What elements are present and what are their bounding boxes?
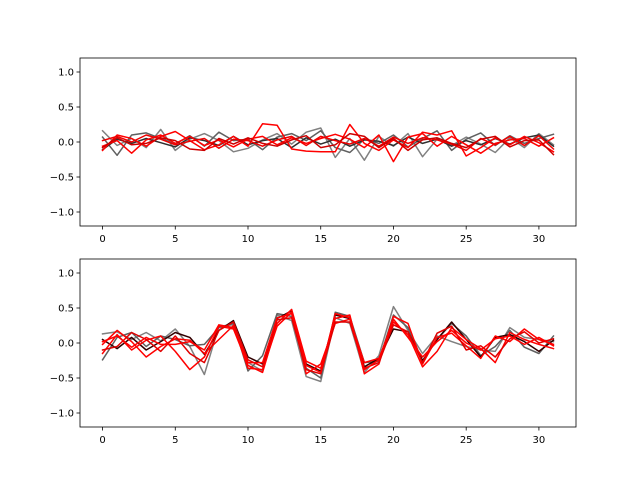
series-line-5 — [101, 317, 555, 375]
series-line-2 — [101, 134, 555, 151]
x-tick-label: 0 — [99, 435, 105, 446]
x-tick-label: 20 — [387, 435, 400, 446]
x-tick-label: 15 — [314, 435, 327, 446]
series-line-6 — [101, 312, 555, 374]
y-tick-label: −1.0 — [50, 208, 74, 219]
x-tick-label: 15 — [314, 234, 327, 245]
series-line-6 — [101, 132, 555, 156]
top-subplot: 0 5 10 15 20 25 30 −1.0 −0.5 0.0 0.5 1.0 — [50, 57, 577, 245]
x-tick-label: 0 — [99, 234, 105, 245]
x-tick-label: 10 — [242, 435, 255, 446]
x-tick-label: 30 — [533, 435, 546, 446]
x-tick-label: 5 — [172, 234, 178, 245]
y-tick-label: 0.0 — [58, 339, 74, 350]
y-tick-label: −0.5 — [50, 173, 74, 184]
x-tick-label: 10 — [242, 234, 255, 245]
y-tick-label: −0.5 — [50, 374, 74, 385]
y-tick-label: 1.0 — [58, 68, 74, 79]
x-tick-label: 20 — [387, 234, 400, 245]
y-tick-label: 0.5 — [58, 103, 74, 114]
x-tick-label: 30 — [533, 234, 546, 245]
x-tick-label: 5 — [172, 435, 178, 446]
x-tick-label: 25 — [460, 234, 473, 245]
y-tick-label: 0.5 — [58, 304, 74, 315]
y-tick-label: 0.0 — [58, 138, 74, 149]
y-tick-label: 1.0 — [58, 269, 74, 280]
series-line-0 — [101, 127, 555, 161]
x-tick-label: 25 — [460, 435, 473, 446]
bottom-subplot: 0 5 10 15 20 25 30 −1.0 −0.5 0.0 0.5 1.0 — [50, 258, 577, 446]
y-tick-label: −1.0 — [50, 409, 74, 420]
series-line-3 — [101, 123, 555, 157]
